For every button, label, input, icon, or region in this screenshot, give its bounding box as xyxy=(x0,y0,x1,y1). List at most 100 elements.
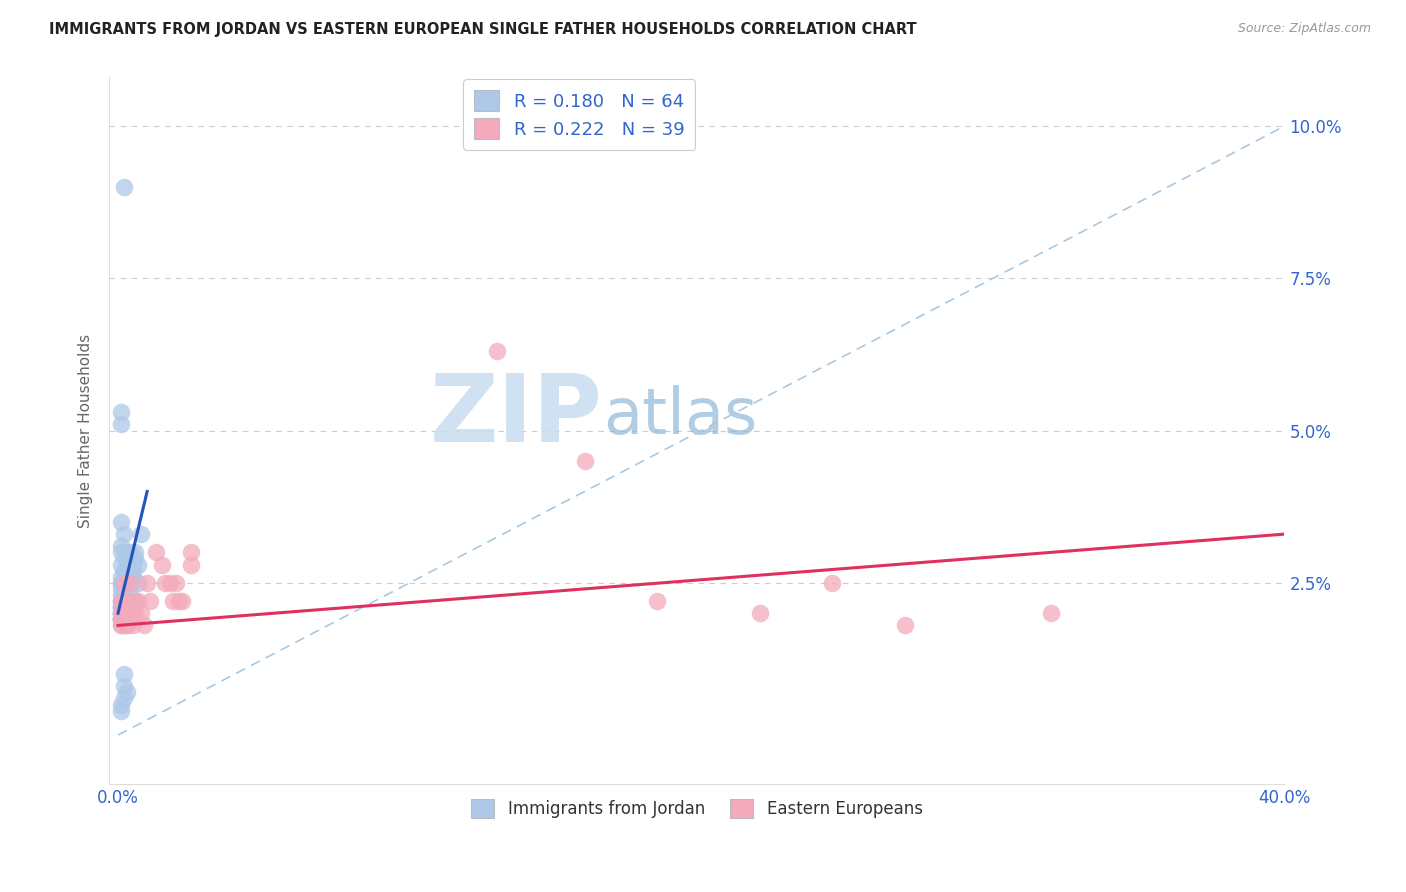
Point xyxy=(110,618,132,632)
Point xyxy=(115,564,138,578)
Point xyxy=(486,344,509,359)
Point xyxy=(110,575,132,590)
Point xyxy=(110,612,132,626)
Point xyxy=(112,551,135,566)
Point xyxy=(110,704,132,718)
Point xyxy=(110,582,132,596)
Point xyxy=(118,606,141,620)
Point xyxy=(115,570,138,584)
Point xyxy=(115,618,138,632)
Point xyxy=(115,558,138,572)
Point xyxy=(118,612,141,626)
Point xyxy=(112,564,135,578)
Point xyxy=(110,600,132,615)
Text: ZIP: ZIP xyxy=(430,370,603,462)
Point xyxy=(127,594,149,608)
Point xyxy=(121,564,143,578)
Point xyxy=(110,594,132,608)
Point xyxy=(112,564,135,578)
Point xyxy=(110,588,132,602)
Point xyxy=(112,618,135,632)
Point xyxy=(112,606,135,620)
Point xyxy=(121,570,143,584)
Point xyxy=(110,417,132,432)
Point xyxy=(110,612,132,626)
Point xyxy=(110,606,132,620)
Point xyxy=(110,612,132,626)
Text: atlas: atlas xyxy=(603,385,758,448)
Point xyxy=(121,606,143,620)
Point xyxy=(112,679,135,693)
Point xyxy=(821,575,844,590)
Point xyxy=(115,606,138,620)
Point xyxy=(894,618,917,632)
Point xyxy=(110,612,132,626)
Point xyxy=(127,575,149,590)
Point xyxy=(153,575,176,590)
Point xyxy=(110,558,132,572)
Point xyxy=(110,698,132,712)
Point xyxy=(124,551,146,566)
Point xyxy=(115,594,138,608)
Point xyxy=(118,575,141,590)
Point xyxy=(180,558,202,572)
Point xyxy=(121,594,143,608)
Point xyxy=(118,545,141,559)
Point xyxy=(110,405,132,419)
Text: Source: ZipAtlas.com: Source: ZipAtlas.com xyxy=(1237,22,1371,36)
Point xyxy=(162,594,184,608)
Point xyxy=(115,575,138,590)
Point xyxy=(110,606,132,620)
Point xyxy=(110,618,132,632)
Point xyxy=(121,558,143,572)
Point xyxy=(110,600,132,615)
Y-axis label: Single Father Households: Single Father Households xyxy=(79,334,93,528)
Point xyxy=(136,575,159,590)
Legend: Immigrants from Jordan, Eastern Europeans: Immigrants from Jordan, Eastern European… xyxy=(464,792,929,825)
Point xyxy=(124,606,146,620)
Point xyxy=(131,606,153,620)
Point xyxy=(112,600,135,615)
Point xyxy=(110,545,132,559)
Point xyxy=(110,594,132,608)
Point xyxy=(115,685,138,699)
Point xyxy=(110,570,132,584)
Point xyxy=(159,575,181,590)
Point xyxy=(115,606,138,620)
Point xyxy=(134,618,156,632)
Point xyxy=(121,618,143,632)
Point xyxy=(1040,606,1063,620)
Point xyxy=(118,558,141,572)
Point xyxy=(180,545,202,559)
Point xyxy=(647,594,669,608)
Point xyxy=(110,575,132,590)
Point xyxy=(112,594,135,608)
Point xyxy=(748,606,770,620)
Point xyxy=(127,558,149,572)
Point xyxy=(124,545,146,559)
Point xyxy=(112,575,135,590)
Point xyxy=(124,594,146,608)
Point xyxy=(165,575,187,590)
Point xyxy=(110,515,132,529)
Point xyxy=(112,606,135,620)
Point xyxy=(110,594,132,608)
Point xyxy=(118,582,141,596)
Point xyxy=(112,527,135,541)
Point xyxy=(150,558,173,572)
Point xyxy=(167,594,190,608)
Point xyxy=(112,691,135,706)
Point xyxy=(112,588,135,602)
Point xyxy=(574,454,596,468)
Point xyxy=(145,545,167,559)
Point xyxy=(172,594,194,608)
Point xyxy=(110,606,132,620)
Point xyxy=(139,594,162,608)
Point xyxy=(118,575,141,590)
Point xyxy=(112,667,135,681)
Point xyxy=(115,618,138,632)
Point xyxy=(115,570,138,584)
Point xyxy=(112,612,135,626)
Point xyxy=(110,600,132,615)
Point xyxy=(110,539,132,553)
